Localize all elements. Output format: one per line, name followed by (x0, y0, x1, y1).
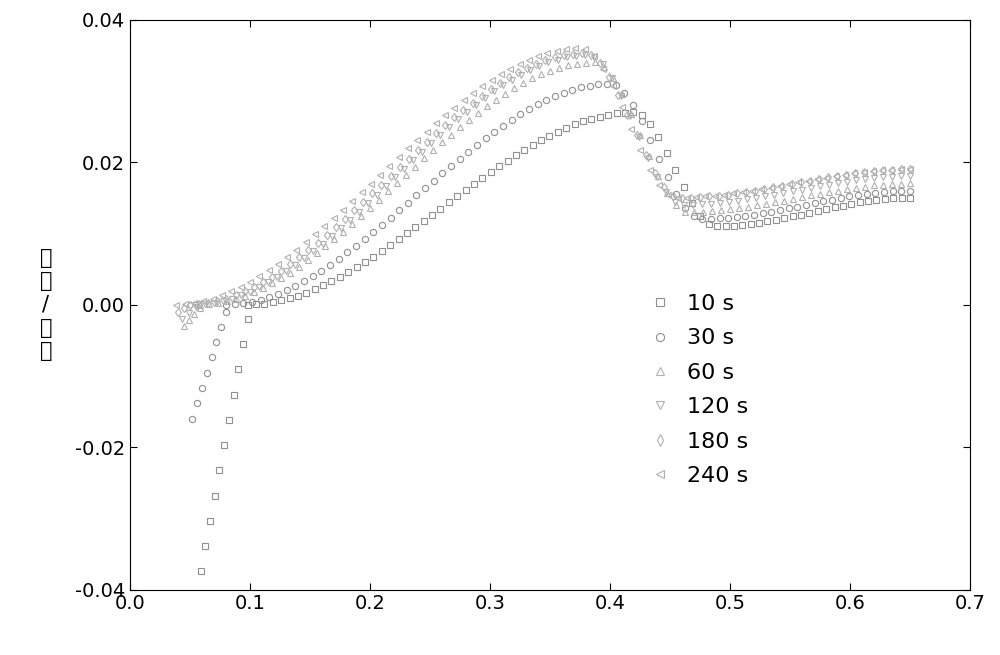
120 s (176, 315, 188, 323)
10 s (745, 220, 757, 228)
Line: 60 s: 60 s (181, 60, 913, 329)
240 s (495, 70, 507, 78)
120 s (705, 200, 717, 208)
240 s (830, 172, 842, 180)
Legend: 10 s, 30 s, 60 s, 120 s, 180 s, 240 s: 10 s, 30 s, 60 s, 120 s, 180 s, 240 s (645, 285, 757, 495)
120 s (317, 240, 329, 248)
60 s (526, 75, 538, 83)
10 s (711, 222, 723, 230)
240 s (681, 194, 693, 202)
120 s (579, 51, 591, 59)
Text: 电
流
/
安
培: 电 流 / 安 培 (40, 248, 52, 361)
180 s (576, 49, 588, 57)
120 s (271, 273, 283, 281)
240 s (170, 301, 182, 309)
240 s (653, 181, 665, 189)
Line: 120 s: 120 s (178, 52, 913, 322)
Line: 10 s: 10 s (193, 109, 913, 600)
60 s (203, 300, 215, 308)
240 s (904, 165, 916, 173)
240 s (569, 45, 581, 52)
120 s (904, 172, 916, 180)
60 s (178, 322, 190, 330)
180 s (266, 272, 278, 280)
30 s (186, 415, 198, 422)
180 s (172, 308, 184, 316)
10 s (190, 593, 202, 601)
180 s (904, 165, 916, 173)
60 s (183, 316, 195, 324)
60 s (490, 96, 502, 103)
10 s (787, 212, 799, 220)
10 s (904, 194, 916, 202)
30 s (359, 235, 371, 243)
120 s (750, 194, 762, 202)
60 s (769, 198, 781, 206)
120 s (208, 299, 220, 307)
60 s (904, 179, 916, 187)
180 s (703, 193, 715, 200)
10 s (594, 113, 606, 121)
30 s (904, 187, 916, 195)
60 s (589, 58, 601, 66)
Line: 240 s: 240 s (172, 45, 913, 308)
30 s (367, 228, 379, 236)
30 s (196, 384, 208, 392)
60 s (733, 204, 745, 212)
30 s (592, 81, 604, 88)
180 s (612, 91, 624, 99)
240 s (625, 125, 637, 133)
180 s (312, 239, 324, 247)
120 s (615, 92, 627, 100)
10 s (627, 108, 639, 116)
Line: 180 s: 180 s (175, 50, 913, 315)
30 s (601, 80, 613, 88)
180 s (749, 187, 761, 195)
10 s (753, 219, 765, 227)
Line: 30 s: 30 s (189, 81, 913, 422)
10 s (761, 217, 773, 225)
180 s (202, 299, 214, 307)
30 s (523, 105, 535, 113)
240 s (616, 103, 628, 111)
30 s (861, 190, 873, 198)
